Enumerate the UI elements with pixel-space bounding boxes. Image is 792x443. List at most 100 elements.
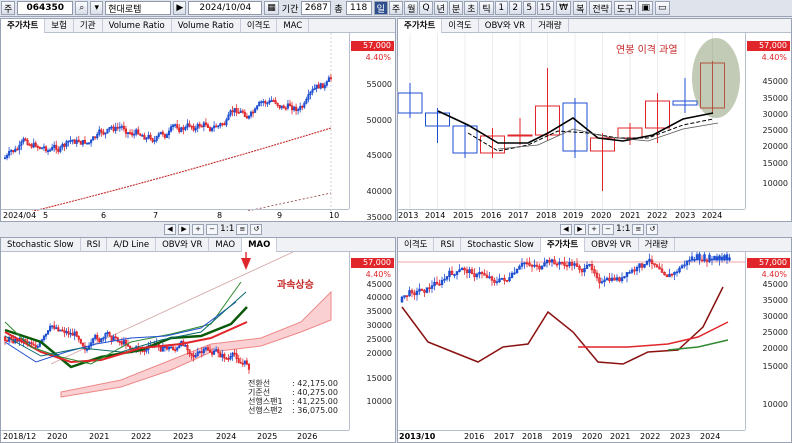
zoom-out-icon[interactable]: − bbox=[206, 223, 218, 235]
toolbar-button[interactable]: ₩ bbox=[556, 1, 572, 15]
window-icon[interactable]: ▭ bbox=[654, 1, 670, 15]
tab-0[interactable]: 이격도 bbox=[398, 238, 435, 252]
period-button[interactable]: 월 bbox=[404, 1, 419, 15]
y-tick-label: 10000 bbox=[762, 400, 788, 409]
lock-icon[interactable]: ▾ bbox=[90, 1, 104, 15]
prev-arrow-icon[interactable]: ▶ bbox=[173, 1, 187, 15]
toolbar-button[interactable]: 전략 bbox=[589, 1, 612, 15]
stock-name-field[interactable]: 현대로템 bbox=[105, 1, 172, 15]
tab-5[interactable]: MAO bbox=[242, 238, 278, 252]
main-toolbar: 주 064350 ⌕ ▾ 현대로템 ▶ 2024/10/04 ▦ 기간 2687… bbox=[0, 0, 792, 17]
period-button[interactable]: 틱 bbox=[479, 1, 494, 15]
candle-body bbox=[274, 100, 277, 104]
tab-0[interactable]: 주가차트 bbox=[1, 19, 46, 33]
candle-body bbox=[98, 129, 101, 135]
period-button[interactable]: 년 bbox=[433, 1, 448, 15]
candle-body bbox=[188, 123, 191, 127]
x-tick-label: 2026 bbox=[297, 432, 318, 441]
candle-body bbox=[30, 144, 33, 148]
candle-body bbox=[321, 83, 324, 89]
tab-4[interactable]: Volume Ratio bbox=[172, 19, 241, 33]
candle-body bbox=[508, 277, 511, 282]
zoom-out-icon[interactable]: − bbox=[602, 223, 614, 235]
tab-2[interactable]: Stochastic Slow bbox=[461, 238, 541, 252]
zoom-in-icon[interactable]: + bbox=[192, 223, 204, 235]
tab-6[interactable]: MAC bbox=[277, 19, 310, 33]
tab-4[interactable]: OBV와 VR bbox=[585, 238, 639, 252]
candle-body bbox=[210, 351, 214, 355]
period-button[interactable]: 15 bbox=[536, 1, 555, 15]
reset-icon[interactable]: ↺ bbox=[250, 223, 263, 235]
scroll-left-icon[interactable]: ◀ bbox=[164, 223, 176, 235]
period-button[interactable]: 5 bbox=[522, 1, 536, 15]
menu-icon[interactable]: ≡ bbox=[236, 223, 249, 235]
period-button[interactable]: 주 bbox=[388, 1, 404, 15]
tab-3[interactable]: 거래량 bbox=[532, 19, 569, 33]
x-tick-label: 2013/10 bbox=[399, 432, 436, 441]
candle-body bbox=[620, 277, 624, 282]
x-tick-label: 2018/12 bbox=[3, 432, 37, 441]
scroll-left-icon[interactable]: ◀ bbox=[560, 223, 572, 235]
candle-body bbox=[221, 353, 224, 358]
tab-1[interactable]: 보험 bbox=[45, 19, 74, 33]
monthly-candles-plot[interactable] bbox=[398, 252, 747, 432]
candle-body bbox=[14, 148, 17, 153]
candle-body bbox=[149, 134, 152, 140]
tab-1[interactable]: RSI bbox=[81, 238, 108, 252]
candle-body bbox=[723, 255, 726, 261]
scroll-right-icon[interactable]: ▶ bbox=[574, 223, 586, 235]
menu-icon[interactable]: ≡ bbox=[632, 223, 645, 235]
candle-body bbox=[8, 150, 11, 156]
tab-3[interactable]: Volume Ratio bbox=[103, 19, 172, 33]
search-icon[interactable]: ⌕ bbox=[75, 1, 89, 15]
tab-5[interactable]: 이격도 bbox=[241, 19, 278, 33]
period-button[interactable]: 2 bbox=[508, 1, 522, 15]
calendar-icon[interactable]: ▦ bbox=[264, 1, 279, 15]
candle-body bbox=[110, 335, 113, 341]
candle-body bbox=[264, 101, 267, 104]
market-select[interactable]: 주 bbox=[1, 1, 16, 15]
yearly-candles-plot[interactable] bbox=[398, 33, 747, 211]
candle-body bbox=[435, 281, 439, 285]
tab-1[interactable]: RSI bbox=[434, 238, 462, 252]
tab-3[interactable]: OBV와 VR bbox=[156, 238, 210, 252]
tab-5[interactable]: 거래량 bbox=[639, 238, 675, 252]
x-tick-label: 2017 bbox=[508, 211, 529, 220]
period-button[interactable]: 초 bbox=[464, 1, 479, 15]
tab-1[interactable]: 이격도 bbox=[442, 19, 479, 33]
period-button[interactable]: 1 bbox=[494, 1, 508, 15]
daily-candles-plot[interactable] bbox=[1, 33, 351, 211]
toolbar-button[interactable]: 복 bbox=[573, 1, 588, 15]
toolbar-button[interactable]: 도구 bbox=[613, 1, 637, 15]
scroll-right-icon[interactable]: ▶ bbox=[178, 223, 190, 235]
stock-code-input[interactable]: 064350 bbox=[17, 1, 74, 15]
tab-2[interactable]: A/D Line bbox=[107, 238, 157, 252]
tab-4[interactable]: MAO bbox=[209, 238, 243, 252]
tab-3[interactable]: 주가차트 bbox=[540, 238, 586, 252]
period-button[interactable]: 일 bbox=[373, 1, 388, 15]
date-input[interactable]: 2024/10/04 bbox=[188, 1, 263, 15]
candle-body bbox=[192, 354, 195, 358]
candle-body bbox=[243, 360, 246, 365]
candle-body bbox=[190, 353, 193, 356]
tab-0[interactable]: Stochastic Slow bbox=[1, 238, 81, 252]
y-tick-label: 15000 bbox=[762, 362, 788, 371]
tab-0[interactable]: 주가차트 bbox=[398, 19, 443, 33]
reset-icon[interactable]: ↺ bbox=[646, 223, 659, 235]
candle-body bbox=[327, 77, 330, 82]
tab-2[interactable]: OBV와 VR bbox=[479, 19, 533, 33]
candle-body bbox=[135, 129, 138, 135]
period-input[interactable]: 2687 bbox=[301, 1, 332, 15]
candle-body bbox=[297, 109, 300, 112]
count-input[interactable]: 118 bbox=[345, 1, 372, 15]
candle-body bbox=[503, 277, 506, 281]
period-button[interactable]: 분 bbox=[448, 1, 464, 15]
save-icon[interactable]: ▣ bbox=[638, 1, 653, 15]
period-button[interactable]: Q bbox=[419, 1, 433, 15]
weekly-ichimoku-plot[interactable] bbox=[1, 252, 351, 432]
candle-body bbox=[94, 334, 97, 339]
tab-2[interactable]: 기관 bbox=[74, 19, 103, 33]
candle-body bbox=[468, 269, 471, 274]
zoom-in-icon[interactable]: + bbox=[588, 223, 600, 235]
candle-body bbox=[85, 142, 89, 145]
